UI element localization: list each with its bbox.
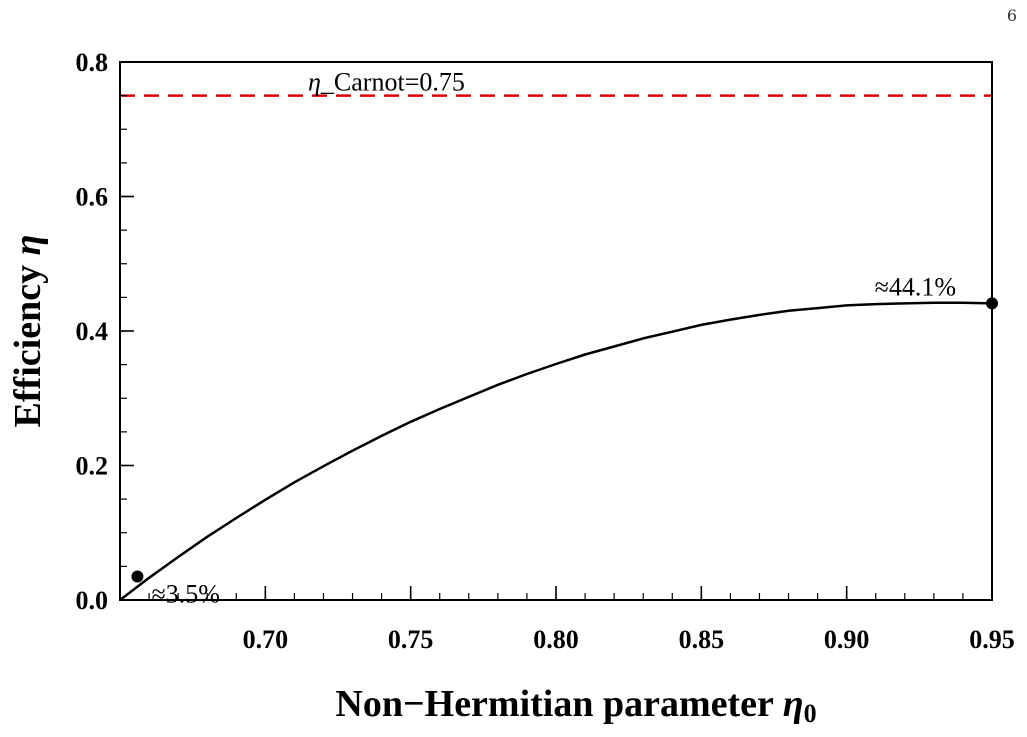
x-axis-title: Non−Hermitian parameter η0 [335, 683, 816, 728]
x-tick-label: 0.85 [679, 625, 725, 654]
x-tick-label: 0.80 [533, 625, 579, 654]
x-tick-label: 0.95 [969, 625, 1015, 654]
x-axis-title-symbol: η [783, 683, 804, 725]
carnot-label-text: _Carnot=0.75 [320, 68, 465, 97]
x-axis-title-subscript: 0 [804, 699, 817, 728]
carnot-label: η_Carnot=0.75 [308, 68, 465, 97]
page-number: 6 [1006, 6, 1017, 25]
marker-point [131, 570, 144, 583]
marker-layer: ≈3.5% ≈44.1% [131, 272, 998, 608]
x-tick-label: 0.90 [824, 625, 870, 654]
curve-layer [119, 301, 993, 601]
y-axis-title-text: Efficiency [7, 255, 49, 427]
x-axis-title-text: Non−Hermitian parameter [335, 683, 782, 725]
y-axis-title-symbol: η [7, 235, 49, 256]
marker-label: ≈3.5% [151, 579, 219, 608]
x-tick-label: 0.75 [388, 625, 434, 654]
tick-layer: 0.70 0.75 0.80 0.85 0.90 0.95 0.0 0.2 0.4 0.6 0.8 [76, 48, 1015, 654]
efficiency-curve [119, 301, 993, 601]
y-tick-label: 0.2 [76, 452, 109, 481]
x-tick-label: 0.70 [243, 625, 289, 654]
plot-frame [119, 61, 993, 601]
y-tick-label: 0.6 [76, 183, 109, 212]
y-tick-label: 0.8 [76, 48, 109, 77]
y-tick-label: 0.4 [76, 317, 109, 346]
carnot-label-symbol: η [308, 68, 321, 97]
y-axis-title: Efficiency η [7, 235, 49, 428]
marker-label: ≈44.1% [875, 272, 956, 301]
y-tick-label: 0.0 [76, 586, 109, 615]
